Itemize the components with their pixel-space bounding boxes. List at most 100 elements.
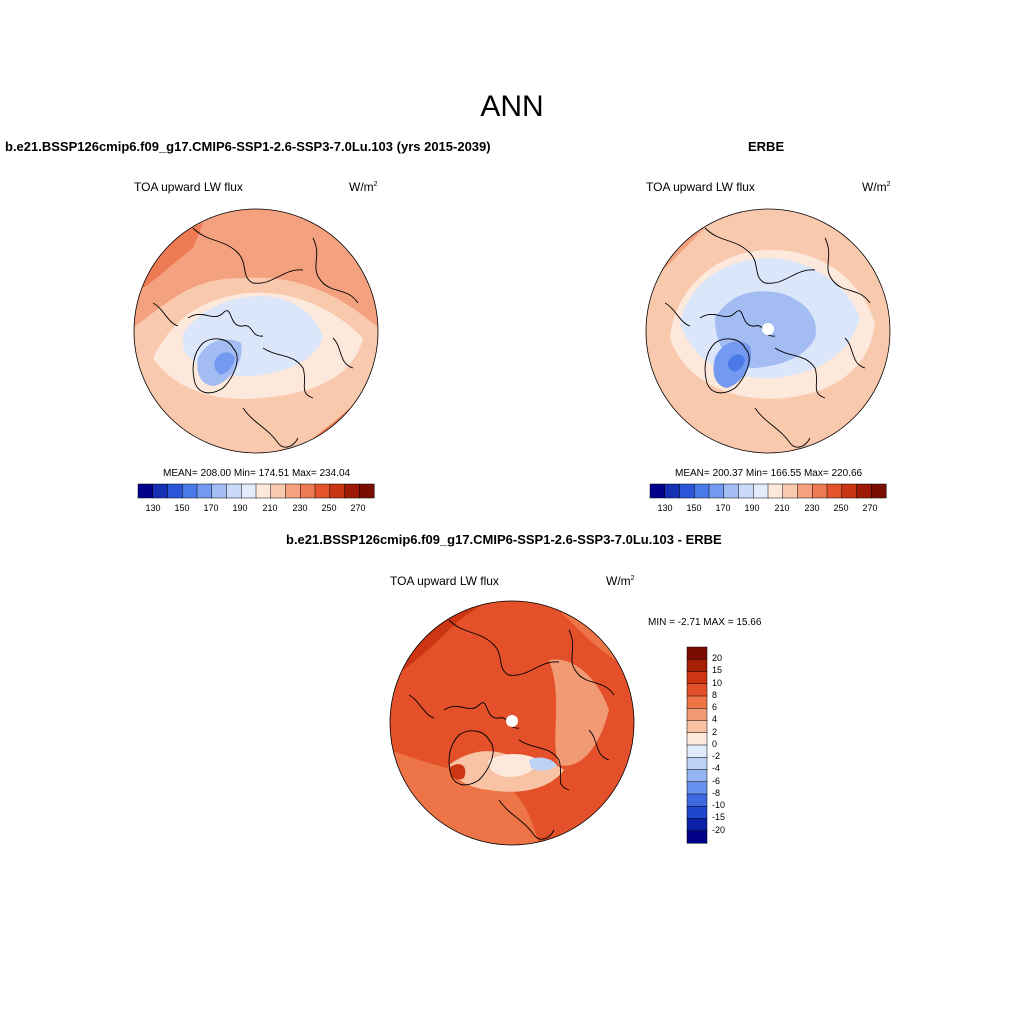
panel2-colorbar-swatch [649,483,666,499]
panel1-stats: MEAN= 208.00 Min= 174.51 Max= 234.04 [163,468,351,479]
panel1-colorbar-swatch [167,483,183,499]
panel1-tick-label: 150 [174,503,190,513]
panel2-tick-label: 190 [744,503,760,513]
panel2-colorbar [649,483,887,499]
panel3-colorbar-swatch [686,671,708,685]
panel2-tick-label: 150 [686,503,702,513]
panel2-map-border [645,208,891,454]
panel3-colorbar-swatch [686,695,708,709]
panel3-map-border [389,600,635,846]
panel2-stats: MEAN= 200.37 Min= 166.55 Max= 220.66 [675,468,863,479]
panel2-colorbar-swatch [753,483,769,499]
panel2-colorbar-swatch [856,483,872,499]
panel3-colorbar-swatch [686,806,708,820]
panel2-polar-map [645,208,891,454]
panel2-tick-label: 230 [804,503,820,513]
panel3-cb-label: -8 [712,788,721,798]
panel2-variable-label: TOA upward LW flux [646,180,755,194]
panel3-cb-label: 20 [712,653,723,663]
panel3-field-band-2 [488,754,539,777]
panel2-tick-label: 210 [774,503,790,513]
figure-title: ANN [480,90,544,123]
panel1-tick-label: 230 [292,503,308,513]
panel3-units: W/m2 [606,574,635,588]
panel3-coastlines [408,619,615,840]
panel3-stats: MIN = -2.71 MAX = 15.66 [648,617,762,628]
panel3-cb-label: -15 [712,812,726,822]
panel3-colorbar-swatch [686,720,708,734]
panel3-pole-hole [506,715,518,727]
panel2-colorbar-swatch [767,483,784,499]
panel3-colorbar-swatch [686,744,708,758]
panel2-tick-label: 250 [833,503,849,513]
panel3-colorbar-swatch [686,708,708,722]
panel3-cb-label: 0 [712,739,718,749]
panel2-units: W/m2 [862,180,891,194]
panel3-field-band-10b [449,764,466,780]
panel2-colorbar-swatch [797,483,813,499]
panel1-colorbar-swatch [344,483,360,499]
panel1-colorbar-swatch [182,483,198,499]
panel2-pole-hole [762,323,774,335]
panel1-colorbar-swatch [329,483,346,499]
panel2-colorbar-swatch [694,483,710,499]
panel1-colorbar-swatch [241,483,257,499]
panel3-colorbar-swatch [686,781,708,795]
panel3-colorbar-swatch [686,659,708,673]
panel1-colorbar [137,483,375,499]
panel3-cb-label: 8 [712,690,718,700]
panel1-map-border [133,208,379,454]
panel2-colorbar-swatch [679,483,695,499]
panel3-cb-label: 4 [712,714,718,724]
panel2-tick-label: 270 [862,503,878,513]
panel1-polar-map [133,208,379,454]
panel1-field-band-240 [143,223,203,288]
panel2-colorbar-swatch [812,483,828,499]
panel1-tick-label: 210 [262,503,278,513]
panel2-colorbar-swatch [738,483,754,499]
panel1-tick-label: 250 [321,503,337,513]
panel3-colorbar-swatch [686,818,708,832]
panel2-colorbar-swatch [708,483,725,499]
panel1-colorbar-swatch [359,483,375,499]
panel1-colorbar-swatch [211,483,228,499]
panel1-coastlines [152,227,359,448]
panel3-colorbar-swatch [686,793,708,807]
panel1-colorbar-swatch [300,483,316,499]
panel3-cb-label: 2 [712,727,718,737]
panel2-title: ERBE [748,139,785,154]
panel1-tick-label: 270 [350,503,366,513]
panel3-polar-map [389,600,635,846]
panel3-field-band-6 [549,659,609,766]
panel3-field-band-neg2 [529,757,557,771]
panel3-colorbar-swatch [686,646,708,660]
panel1-colorbar-swatch [270,483,287,499]
panel1-colorbar-swatch [226,483,242,499]
panel2-field-band-170 [728,354,745,372]
panel1-colorbar-swatch [285,483,301,499]
panel3-colorbar-swatch [686,830,708,844]
panel1-title: b.e21.BSSP126cmip6.f09_g17.CMIP6-SSP1-2.… [5,139,491,154]
panel2-colorbar-swatch [826,483,843,499]
panel3-cb-label: 10 [712,678,723,688]
panel2-tick-label: 130 [657,503,673,513]
panel3-cb-label: -2 [712,751,721,761]
panel3-cb-label: 15 [712,665,723,675]
panel3-colorbar [686,646,708,844]
panel3-cb-label: -6 [712,776,721,786]
panel1-colorbar-swatch [137,483,154,499]
panel1-tick-label: 190 [232,503,248,513]
panel3-colorbar-labels: 20 15 10 8 6 4 2 0 -2 -4 -6 -8 -10 -15 -… [712,647,752,847]
panel1-variable-label: TOA upward LW flux [134,180,243,194]
panel3-colorbar-swatch [686,732,708,746]
panel1-tick-label: 170 [203,503,219,513]
panel2-colorbar-swatch [841,483,858,499]
panel1-colorbar-swatch [152,483,169,499]
panel2-colorbar-swatch [871,483,887,499]
panel1-units: W/m2 [349,180,378,194]
panel1-colorbar-swatch [255,483,272,499]
panel2-colorbar-swatch [664,483,681,499]
panel1-colorbar-swatch [196,483,213,499]
panel3-cb-label: 6 [712,702,718,712]
panel2-colorbar-swatch [782,483,799,499]
